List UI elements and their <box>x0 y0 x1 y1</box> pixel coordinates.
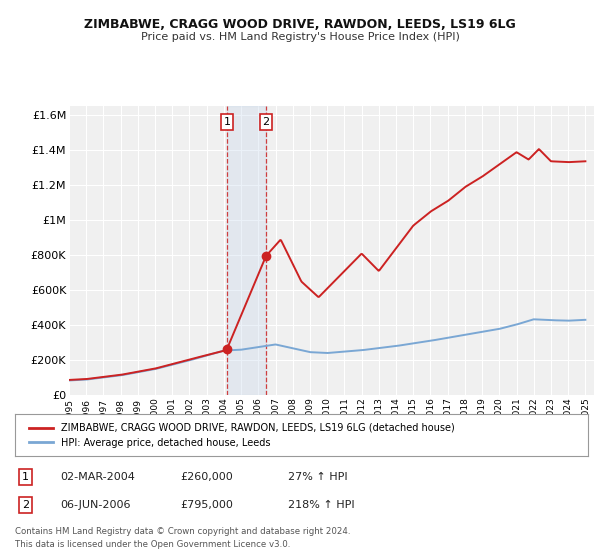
Legend: ZIMBABWE, CRAGG WOOD DRIVE, RAWDON, LEEDS, LS19 6LG (detached house), HPI: Avera: ZIMBABWE, CRAGG WOOD DRIVE, RAWDON, LEED… <box>26 420 457 451</box>
Text: ZIMBABWE, CRAGG WOOD DRIVE, RAWDON, LEEDS, LS19 6LG: ZIMBABWE, CRAGG WOOD DRIVE, RAWDON, LEED… <box>84 18 516 31</box>
Bar <box>227 106 266 395</box>
Text: This data is licensed under the Open Government Licence v3.0.: This data is licensed under the Open Gov… <box>15 540 290 549</box>
Text: 1: 1 <box>22 472 29 482</box>
Text: Contains HM Land Registry data © Crown copyright and database right 2024.: Contains HM Land Registry data © Crown c… <box>15 528 350 536</box>
Text: Price paid vs. HM Land Registry's House Price Index (HPI): Price paid vs. HM Land Registry's House … <box>140 32 460 43</box>
Text: 1: 1 <box>223 117 230 127</box>
Text: £260,000: £260,000 <box>180 472 233 482</box>
Text: £795,000: £795,000 <box>180 500 233 510</box>
Text: 27% ↑ HPI: 27% ↑ HPI <box>288 472 347 482</box>
Text: 02-MAR-2004: 02-MAR-2004 <box>60 472 135 482</box>
Text: 218% ↑ HPI: 218% ↑ HPI <box>288 500 355 510</box>
Text: 2: 2 <box>263 117 269 127</box>
Text: 06-JUN-2006: 06-JUN-2006 <box>60 500 131 510</box>
Text: 2: 2 <box>22 500 29 510</box>
